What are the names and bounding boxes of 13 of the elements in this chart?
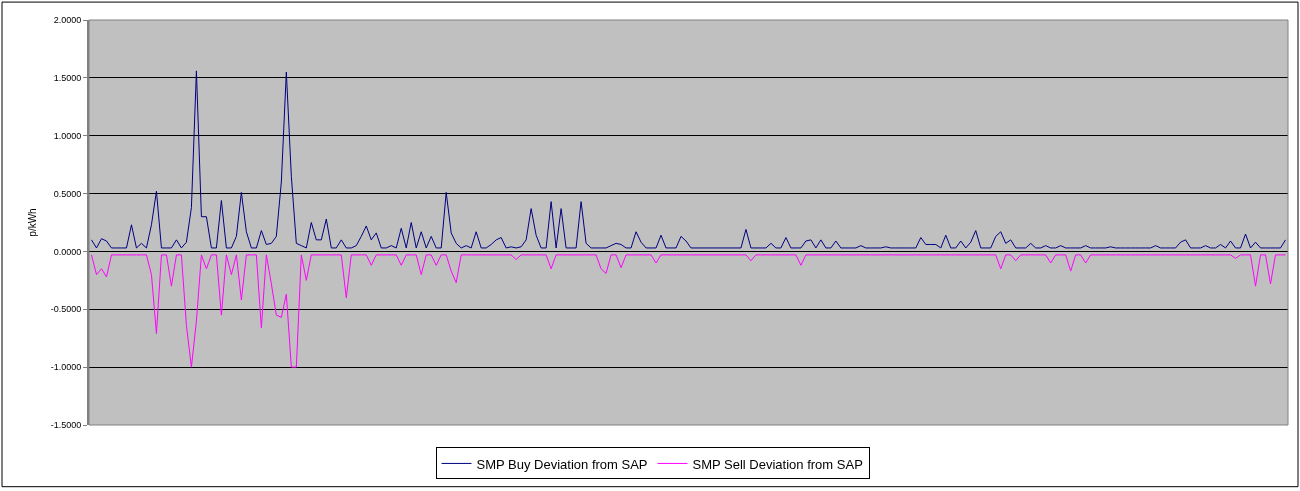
legend-label: SMP Sell Deviation from SAP: [692, 456, 863, 472]
y-tick-label: -1.0000: [50, 362, 82, 373]
legend-label: SMP Buy Deviation from SAP: [476, 456, 648, 472]
y-tick-label: 1.0000: [53, 130, 82, 141]
y-tick-label: 0.5000: [53, 188, 82, 199]
y-tick-label: -0.5000: [50, 304, 82, 315]
y-tick-label: -1.5000: [50, 420, 82, 431]
y-tick-label: 2.0000: [53, 15, 82, 26]
y-axis-title: p/kWh: [27, 208, 39, 237]
line-series: [91, 70, 1286, 249]
line-series: [91, 254, 1286, 368]
y-tick-label: 0.0000: [53, 246, 82, 257]
y-tick-label: 1.5000: [53, 73, 82, 84]
